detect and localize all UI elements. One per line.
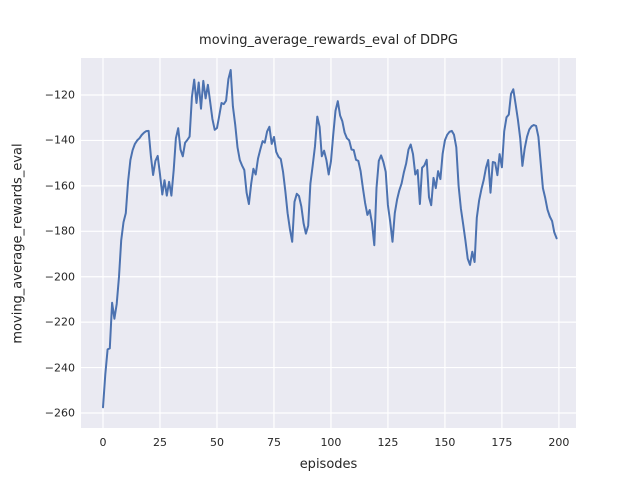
x-tick-label: 125 (377, 436, 399, 449)
x-tick-label: 50 (209, 436, 224, 449)
x-tick-label: 0 (99, 436, 107, 449)
x-axis-label: episodes (299, 457, 358, 472)
x-tick-label: 25 (152, 436, 167, 449)
x-tick-label: 175 (491, 436, 513, 449)
y-axis-label: moving_average_rewards_eval (10, 143, 26, 344)
y-tick-label: −120 (44, 88, 75, 102)
y-tick-label: −140 (44, 133, 75, 147)
y-tick-label: −160 (44, 179, 75, 193)
x-tick-label: 200 (548, 436, 570, 449)
series-line (102, 69, 558, 409)
chart-title: moving_average_rewards_eval of DDPG (199, 33, 458, 48)
plot-area (81, 58, 576, 428)
x-tick-label: 75 (266, 436, 281, 449)
x-tick-label: 150 (434, 436, 456, 449)
x-tick-label: 100 (320, 436, 342, 449)
y-tick-label: −200 (44, 270, 75, 284)
y-tick-label: −260 (44, 406, 75, 420)
y-tick-label: −180 (44, 224, 75, 238)
y-tick-label: −240 (44, 361, 75, 375)
y-tick-label: −220 (44, 315, 75, 329)
